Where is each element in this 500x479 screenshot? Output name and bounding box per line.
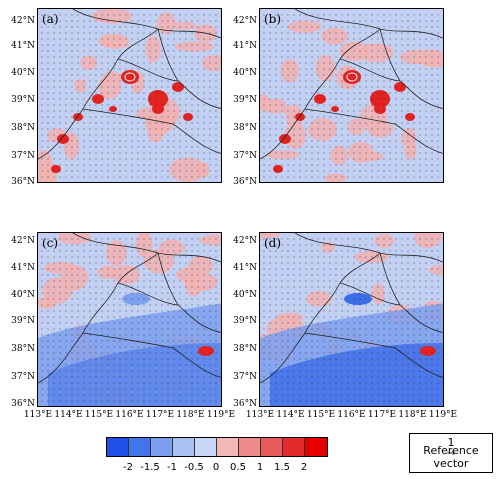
- latitude-label: 37°N: [11, 151, 35, 161]
- colorbar-swatch: [239, 438, 261, 456]
- latitude-label: 38°N: [11, 344, 35, 354]
- colorbar-swatch: [217, 438, 239, 456]
- longitude-label: 116°E: [115, 410, 144, 420]
- colorbar-swatch: [283, 438, 305, 456]
- longitude-label: 116°E: [337, 410, 366, 420]
- latitude-label: 39°N: [11, 95, 35, 105]
- colorbar-swatch: [129, 438, 151, 456]
- colorbar-tick-label: 2: [300, 462, 308, 473]
- longitude-label: 119°E: [428, 410, 458, 420]
- colorbar-swatch: [107, 438, 129, 456]
- latitude-label: 41°N: [11, 41, 35, 51]
- map-canvas-a: [38, 9, 221, 182]
- panel-label-d: (d): [264, 236, 282, 250]
- latitude-label: 42°N: [233, 236, 257, 246]
- longitude-label: 117°E: [367, 410, 397, 420]
- longitude-label: 114°E: [276, 410, 305, 420]
- map-canvas-c: [38, 233, 221, 406]
- colorbar-tick-label: 0.5: [230, 462, 246, 473]
- longitude-label: 118°E: [398, 410, 427, 420]
- longitude-label: 119°E: [206, 410, 236, 420]
- map-canvas-d: [260, 233, 443, 406]
- colorbar-tick-label: -1.5: [140, 462, 160, 473]
- latitude-label: 41°N: [233, 263, 257, 273]
- longitude-label: 118°E: [176, 410, 205, 420]
- colorbar-swatch: [151, 438, 173, 456]
- colorbar-tick-label: 1: [256, 462, 264, 473]
- latitude-label: 39°N: [233, 316, 257, 326]
- latitude-label: 39°N: [233, 95, 257, 105]
- latitude-label: 40°N: [11, 290, 35, 300]
- latitude-label: 42°N: [11, 16, 35, 26]
- colorbar-tick-label: 0: [212, 462, 220, 473]
- colorbar-swatch: [195, 438, 217, 456]
- colorbar-tick-label: -0.5: [184, 462, 204, 473]
- longitude-label: 115°E: [84, 410, 114, 420]
- reference-arrow-icon: →: [446, 448, 456, 459]
- latitude-label: 38°N: [233, 123, 257, 133]
- longitude-label: 117°E: [145, 410, 175, 420]
- latitude-label: 36°N: [11, 177, 35, 187]
- latitude-label: 37°N: [11, 372, 35, 382]
- latitude-label: 39°N: [11, 316, 35, 326]
- latitude-label: 41°N: [11, 263, 35, 273]
- latitude-label: 36°N: [233, 399, 257, 409]
- latitude-label: 41°N: [233, 41, 257, 51]
- latitude-label: 40°N: [233, 68, 257, 78]
- panel-label-b: (b): [264, 12, 282, 26]
- latitude-label: 40°N: [233, 290, 257, 300]
- longitude-label: 113°E: [23, 410, 53, 420]
- colorbar-swatch: [261, 438, 283, 456]
- map-canvas-b: [260, 9, 443, 182]
- map-panel-d: (d): [259, 232, 444, 407]
- map-panel-a: (a): [37, 8, 222, 183]
- latitude-label: 40°N: [11, 68, 35, 78]
- colorbar-swatch: [173, 438, 195, 456]
- colorbar-swatch: [305, 438, 327, 456]
- colorbar-tick-label: -2: [123, 462, 133, 473]
- latitude-label: 37°N: [233, 151, 257, 161]
- latitude-label: 36°N: [11, 399, 35, 409]
- colorbar-tick-label: -1: [167, 462, 177, 473]
- latitude-label: 38°N: [11, 123, 35, 133]
- latitude-label: 42°N: [11, 236, 35, 246]
- longitude-label: 114°E: [54, 410, 83, 420]
- longitude-label: 113°E: [245, 410, 275, 420]
- longitude-label: 115°E: [306, 410, 336, 420]
- map-panel-b: (b): [259, 8, 444, 183]
- panel-label-c: (c): [42, 236, 59, 250]
- map-panel-c: (c): [37, 232, 222, 407]
- reference-label: Reference vector: [423, 444, 479, 470]
- colorbar-tick-label: 1.5: [274, 462, 290, 473]
- colorbar: [106, 437, 328, 457]
- latitude-label: 42°N: [233, 16, 257, 26]
- panel-label-a: (a): [42, 12, 59, 26]
- latitude-label: 36°N: [233, 177, 257, 187]
- reference-vector-box: 1 → Reference vector: [409, 433, 493, 473]
- latitude-label: 37°N: [233, 372, 257, 382]
- reference-magnitude: 1: [447, 436, 455, 449]
- latitude-label: 38°N: [233, 344, 257, 354]
